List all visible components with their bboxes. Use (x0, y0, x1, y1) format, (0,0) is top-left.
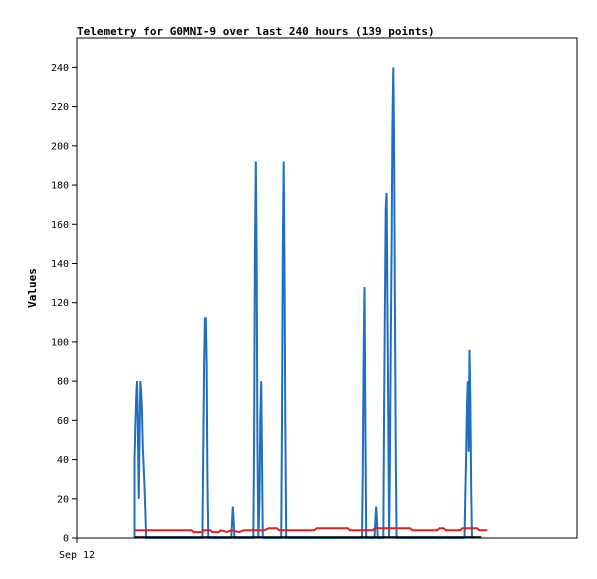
y-tick-label-7: 140 (51, 259, 69, 270)
chart-title: Telemetry for G0MNI-9 over last 240 hour… (77, 25, 435, 38)
x-axis: Sep 12 (59, 538, 95, 561)
x-tick-label-0: Sep 12 (59, 550, 95, 561)
y-tick-label-9: 180 (51, 181, 69, 192)
series-layer (133, 67, 488, 539)
y-tick-label-6: 120 (51, 298, 69, 309)
plot-area (76, 37, 578, 539)
y-tick-label-8: 160 (51, 220, 69, 231)
y-tick-label-5: 100 (51, 337, 69, 348)
y-tick-label-3: 60 (57, 416, 69, 427)
y-tick-label-2: 40 (57, 455, 69, 466)
y-axis: 0 20 40 60 80 100 120 140 160 180 200 220 240 (51, 63, 77, 545)
y-tick-label-4: 80 (57, 377, 69, 388)
series-line-0 (133, 67, 473, 539)
y-tick-label-10: 200 (51, 141, 69, 152)
y-tick-label-0: 0 (63, 534, 69, 545)
y-tick-label-1: 20 (57, 494, 69, 505)
y-axis-label: Values (26, 268, 39, 308)
series-line-1 (134, 527, 488, 534)
y-tick-label-11: 220 (51, 102, 69, 113)
y-tick-label-12: 240 (51, 63, 69, 74)
